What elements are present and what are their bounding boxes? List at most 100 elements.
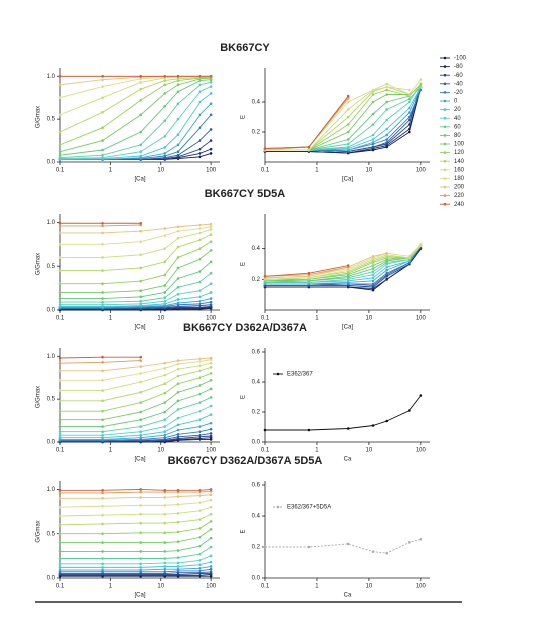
x-tick-label: 1 xyxy=(315,584,319,590)
data-point xyxy=(209,536,213,540)
data-point xyxy=(371,112,375,116)
data-point xyxy=(385,88,388,92)
x-axis-label: Ca xyxy=(344,457,352,463)
data-point xyxy=(209,113,213,117)
data-point xyxy=(408,123,411,126)
data-point xyxy=(163,273,167,277)
x-tick-label: 10 xyxy=(157,316,164,322)
data-point xyxy=(209,228,213,231)
data-point xyxy=(408,111,411,114)
data-point xyxy=(198,535,202,539)
data-point xyxy=(209,488,213,491)
data-point xyxy=(163,436,167,440)
data-point xyxy=(198,489,202,492)
data-point xyxy=(385,419,388,423)
legend-label: 220 xyxy=(454,193,465,199)
data-point xyxy=(408,115,411,119)
x-tick-label: 100 xyxy=(206,168,217,174)
data-point xyxy=(101,282,104,286)
data-point xyxy=(198,360,202,363)
data-point xyxy=(101,85,104,88)
data-point xyxy=(263,147,267,150)
data-point xyxy=(101,300,104,304)
data-point xyxy=(371,273,375,277)
data-point xyxy=(209,520,213,523)
data-point xyxy=(163,550,167,553)
series-line xyxy=(60,488,212,491)
series-line xyxy=(60,234,212,272)
data-point xyxy=(176,530,180,534)
x-tick-label: 0.1 xyxy=(56,316,65,322)
data-point xyxy=(139,130,143,134)
data-point xyxy=(58,300,62,304)
data-point xyxy=(58,541,62,544)
data-point xyxy=(198,83,202,87)
x-tick-label: 1 xyxy=(109,584,113,590)
data-point xyxy=(139,418,143,422)
x-tick-label: 0.1 xyxy=(261,168,270,174)
data-point xyxy=(139,550,143,553)
data-point xyxy=(58,523,62,527)
series-line xyxy=(265,538,421,554)
legend-marker xyxy=(443,177,447,180)
x-tick-label: 100 xyxy=(206,448,217,454)
data-point xyxy=(58,433,62,437)
x-tick-label: 0.1 xyxy=(261,584,270,590)
data-point xyxy=(176,153,180,157)
legend-label: 120 xyxy=(454,150,465,156)
data-point xyxy=(139,562,143,566)
data-point xyxy=(101,369,104,373)
data-point xyxy=(385,141,388,144)
x-tick-label: 100 xyxy=(206,316,217,322)
data-point xyxy=(163,391,167,395)
y-tick-label: 1.0 xyxy=(47,487,56,493)
legend-marker xyxy=(443,202,447,206)
legend-marker xyxy=(443,99,447,103)
data-point xyxy=(371,270,375,273)
data-point xyxy=(419,78,423,81)
data-point xyxy=(58,303,62,307)
series-line xyxy=(60,224,141,227)
data-point xyxy=(101,389,104,392)
data-point xyxy=(163,489,167,492)
series-line xyxy=(265,86,422,154)
y-tick-label: 0.2 xyxy=(252,410,261,416)
y-tick-label: 0.5 xyxy=(47,531,56,537)
data-point xyxy=(198,223,202,227)
data-point xyxy=(58,297,62,300)
data-point xyxy=(209,432,213,435)
data-point xyxy=(176,229,180,233)
data-point xyxy=(101,148,104,152)
data-point xyxy=(101,378,104,382)
data-point xyxy=(58,130,62,134)
data-point xyxy=(101,418,104,422)
data-point xyxy=(263,545,267,549)
series-line xyxy=(60,250,212,293)
legend-label: 160 xyxy=(454,167,465,173)
data-point xyxy=(58,224,62,228)
data-point xyxy=(139,365,143,368)
data-point xyxy=(163,496,167,499)
data-point xyxy=(58,399,62,403)
data-point xyxy=(198,74,202,78)
data-point xyxy=(139,113,143,117)
data-point xyxy=(346,142,350,146)
data-point xyxy=(408,541,411,544)
data-point xyxy=(198,247,202,250)
data-point xyxy=(163,410,167,414)
data-point xyxy=(139,557,143,560)
data-point xyxy=(209,427,213,431)
y-tick-label: 0.4 xyxy=(252,514,261,520)
y-tick-label: 0.6 xyxy=(252,350,261,356)
data-point xyxy=(139,299,143,303)
data-point xyxy=(198,418,202,422)
y-tick-label: 0.0 xyxy=(47,440,56,446)
y-tick-label: 0.5 xyxy=(47,117,56,123)
data-point xyxy=(346,264,350,267)
data-point xyxy=(176,556,180,559)
data-point xyxy=(371,264,375,267)
data-point xyxy=(163,284,167,287)
y-tick-label: 0.4 xyxy=(252,246,261,252)
series-line xyxy=(60,103,212,160)
data-point xyxy=(209,434,213,438)
